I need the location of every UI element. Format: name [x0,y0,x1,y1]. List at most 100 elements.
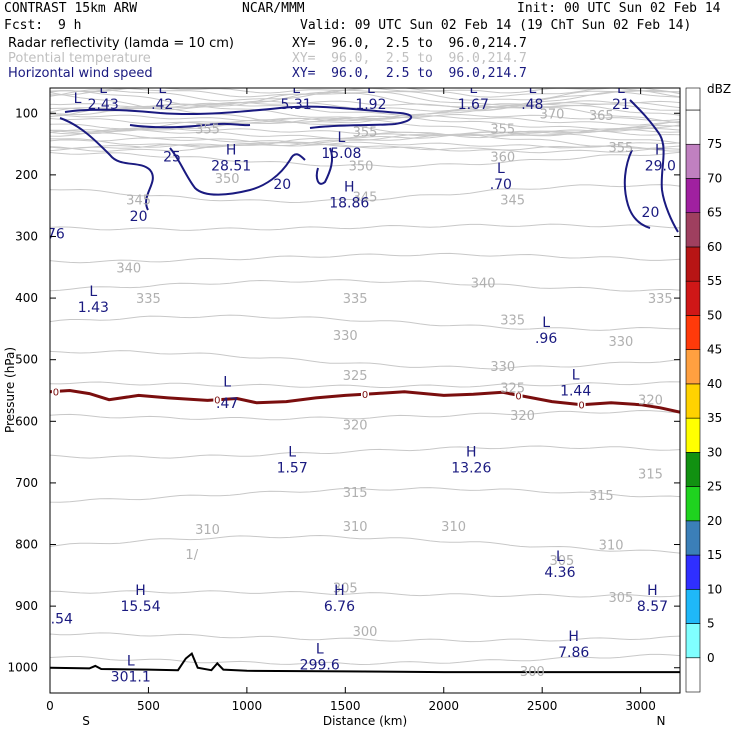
colorbar-swatch [685,554,701,590]
theta-isoline [50,88,680,94]
x-tick-label: 2500 [527,699,558,713]
theta-isoline [50,409,680,421]
x-axis: 0 500 1000 1500 2000 2500 3000 [46,88,656,713]
wind-contour-line [629,99,679,233]
edge-label: L [223,374,231,390]
field-theta: Potential temperature [8,51,151,66]
model-title: CONTRAST 15km ARW [4,1,138,16]
wind-contour-line [623,149,651,229]
edge-label: .47 [216,396,238,412]
colorbar-level: 50 [707,308,722,322]
wind-contour-label: 20 [273,177,291,193]
field-wind: Horizontal wind speed [8,66,153,81]
theta-label: 340 [116,261,141,276]
extremum-value: 6.76 [324,599,355,615]
freezing-label-bg [361,388,369,400]
theta-label: 335 [500,314,525,329]
wind-contour-label: 20 [130,209,148,225]
extremum-kind: L [528,81,536,97]
extremum-value: 28.51 [211,158,251,174]
theta-label: 330 [609,335,634,350]
theta-label: 345 [353,190,378,205]
wind-contour-label: 20 [642,205,660,221]
colorbar-level: 5 [707,617,715,631]
theta-label: 320 [638,394,663,409]
theta-isoline [50,130,680,144]
wind-contour-line [315,147,334,185]
y-tick-label: 400 [15,291,38,305]
colorbar-level: 0 [707,651,715,665]
terrain-surface [50,651,680,674]
extremum-value: 2.43 [88,97,119,113]
colorbar-swatch [685,657,701,693]
extremum-kind: L [497,161,505,177]
colorbar-cap [685,87,701,111]
theta-label: 320 [343,418,368,433]
theta-label: 365 [589,109,614,124]
colorbar: dBZ 0 5 10 15 20 25 30 35 40 45 50 55 60 65 70 75 [685,82,731,693]
field-reflectivity-xy: XY= 96.0, 2.5 to 96.0,214.7 [292,36,527,51]
extremum-value: 8.57 [637,599,668,615]
theta-label: 340 [471,277,496,292]
extremum-kind: H [568,629,579,645]
extremum-kind: L [617,81,625,97]
theta-label: 310 [441,520,466,535]
colorbar-level: 20 [707,514,722,528]
theta-isoline [50,445,680,459]
theta-isoline [50,381,680,389]
theta-isoline [50,590,680,598]
theta-isoline [50,89,680,102]
colorbar-level: 10 [707,582,722,596]
freezing-level-label: 0 [578,401,584,412]
colorbar-level: 35 [707,411,722,425]
theta-label: 300 [520,665,545,680]
extremum-value: 1.44 [560,383,591,399]
theta-isoline [50,632,680,643]
theta-labels: 355 355 355 355 370 365 360 350 350 345 345 345 340 3… [116,107,672,680]
theta-label: 305 [333,582,358,597]
colorbar-unit: dBZ [707,82,731,96]
field-wind-xy: XY= 96.0, 2.5 to 96.0,214.7 [292,66,527,81]
colorbar-swatch [685,486,701,522]
extremum-kind: L [542,315,550,331]
wind-contour-line [59,117,154,211]
colorbar-level: 15 [707,548,722,562]
y-tick-label: 800 [15,538,38,552]
extremum-kind: L [337,130,345,146]
theta-isolines [50,88,680,666]
theta-isoline [50,127,680,136]
extremum-value: 299.6 [300,657,340,673]
x-axis-end: N [657,714,666,728]
extremum-value: 1.43 [78,300,109,316]
extremum-kind: H [647,583,658,599]
theta-label: 330 [333,329,358,344]
theta-isoline [50,141,680,149]
fcst-value: 9 h [58,18,82,33]
y-axis-label: Pressure (hPa) [3,347,17,433]
x-tick-label: 1000 [232,699,263,713]
colorbar-level: 45 [707,343,722,357]
y-tick-label: 600 [15,414,38,428]
theta-label: 305 [609,591,634,606]
extremum-value: 301.1 [111,670,151,686]
colorbar-swatch [685,109,701,145]
surface-line [50,651,680,674]
freezing-level: 0 0 0 0 0 [50,385,680,414]
theta-isoline [50,487,680,503]
edge-label: L [74,91,82,107]
freezing-level-label: 0 [214,396,220,407]
colorbar-level: 60 [707,240,722,254]
extremum-kind: H [655,142,666,158]
theta-label: 335 [343,292,368,307]
theta-isoline [50,223,680,231]
y-tick-label: 700 [15,476,38,490]
x-tick-label: 500 [137,699,160,713]
freezing-level-label: 0 [515,391,521,402]
theta-label: 315 [638,468,663,483]
wind-contours [59,99,679,233]
field-reflectivity: Radar reflectivity (lamda = 10 cm) [8,36,234,51]
extremum-kind: L [556,549,564,565]
extremum-kind: L [367,81,375,97]
extremum-value: .70 [490,177,512,193]
extremum-value: 15.54 [121,599,161,615]
